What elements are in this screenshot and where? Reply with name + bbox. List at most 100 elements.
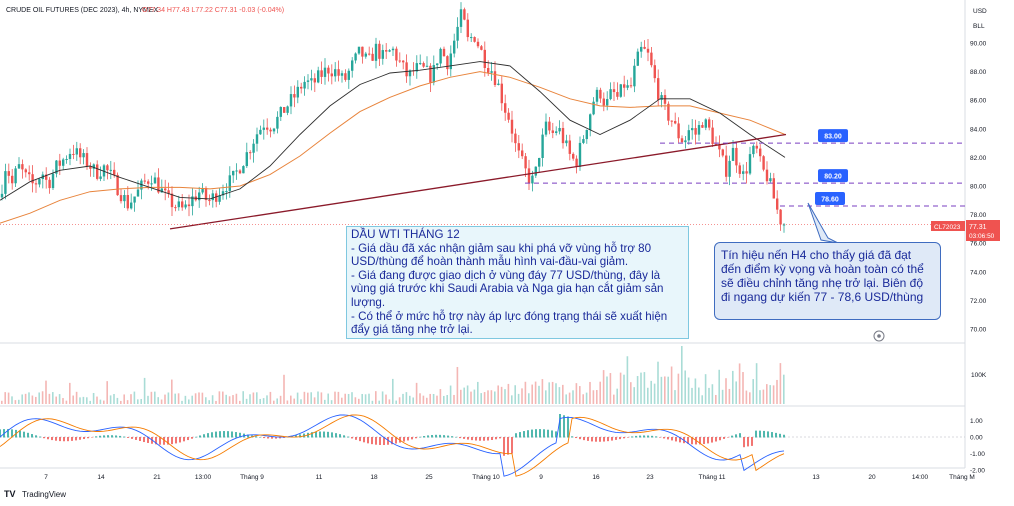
osc-histogram-bar <box>567 416 569 438</box>
volume-bar <box>667 376 669 404</box>
osc-histogram-bar <box>407 437 409 441</box>
volume-bar <box>426 397 428 404</box>
volume-bar <box>65 400 68 404</box>
volume-bar <box>494 391 496 404</box>
candle-body <box>765 169 769 182</box>
osc-histogram-bar <box>639 435 641 438</box>
osc-histogram-bar <box>67 437 69 442</box>
volume-bar <box>633 387 635 404</box>
volume-bar <box>487 390 489 404</box>
candle-body <box>245 152 248 167</box>
volume-bar <box>31 395 34 404</box>
osc-histogram-bar <box>651 435 653 438</box>
osc-histogram-bar <box>131 437 133 439</box>
osc-histogram-bar <box>199 435 201 438</box>
level-label-78-60: 78.60 <box>815 192 845 206</box>
osc-histogram-bar <box>783 434 785 438</box>
candle-body <box>11 175 14 184</box>
price-tick-label: 80.00 <box>970 184 987 191</box>
volume-bar <box>752 379 754 404</box>
oscillator-layer <box>0 414 965 477</box>
osc-histogram-bar <box>419 436 421 438</box>
candle-body <box>0 193 4 198</box>
volume-bar <box>317 391 319 404</box>
candle-body <box>85 153 89 167</box>
osc-histogram-bar <box>719 437 721 441</box>
osc-signal-line <box>0 414 785 477</box>
volume-bar <box>470 391 472 404</box>
volume-bar <box>228 396 231 404</box>
candle-body <box>742 171 745 174</box>
osc-histogram-bar <box>599 437 601 442</box>
candle-body <box>249 152 252 154</box>
osc-histogram-bar <box>103 435 105 438</box>
candle-body <box>646 48 650 53</box>
candle-body <box>714 143 718 145</box>
osc-tick-label: 0.00 <box>970 435 983 442</box>
volume-bar <box>324 399 326 404</box>
osc-macd-line <box>0 414 785 477</box>
volume-bar <box>48 393 51 404</box>
candle-body <box>446 56 449 70</box>
volume-bar <box>262 398 265 404</box>
candle-body <box>347 70 350 80</box>
osc-histogram-bar <box>451 436 453 438</box>
candle-body <box>582 139 585 143</box>
volume-bar <box>45 380 47 404</box>
osc-histogram-bar <box>691 437 693 445</box>
volume-bar <box>341 397 343 404</box>
volume-bar <box>358 398 360 404</box>
candle-body <box>14 168 17 184</box>
time-tick-label: 25 <box>425 474 433 481</box>
candle-body <box>262 127 265 130</box>
osc-histogram-bar <box>663 437 665 439</box>
svg-text:77.31: 77.31 <box>969 224 987 231</box>
candle-body <box>524 156 527 169</box>
volume-bar <box>103 400 105 404</box>
candle-body <box>782 224 786 226</box>
volume-bar <box>392 378 394 404</box>
candle-body <box>612 89 616 93</box>
settings-icon[interactable] <box>873 330 885 342</box>
level-label-80-20: 80.20 <box>818 169 848 183</box>
osc-histogram-bar <box>735 434 737 438</box>
candle-body <box>752 145 755 155</box>
candle-body <box>187 204 191 207</box>
candle-body <box>697 125 701 135</box>
volume-bar <box>252 392 255 404</box>
osc-histogram-bar <box>27 432 29 438</box>
candle-body <box>371 53 374 61</box>
volume-bar <box>303 391 306 404</box>
volume-bar <box>585 392 588 404</box>
osc-histogram-bar <box>535 429 537 438</box>
candle-body <box>28 172 31 175</box>
note-line-1: - Giá dầu đã xác nhận giảm sau khi phá v… <box>351 241 655 269</box>
osc-tick-label: -2.00 <box>970 468 985 475</box>
volume-bar <box>334 391 336 404</box>
svg-text:78.60: 78.60 <box>821 197 839 204</box>
candle-body <box>364 53 367 57</box>
volume-bar <box>330 400 333 404</box>
candle-body <box>300 86 303 89</box>
volume-bar <box>524 381 527 404</box>
volume-bar <box>99 399 102 404</box>
candle-body <box>130 202 133 209</box>
osc-histogram-bar <box>91 437 93 438</box>
osc-histogram-bar <box>471 437 473 441</box>
osc-histogram-bar <box>323 431 325 438</box>
volume-bar <box>364 394 367 404</box>
volume-bar <box>184 395 187 404</box>
volume-bar <box>721 389 724 404</box>
volume-bar <box>279 395 282 404</box>
volume-bar <box>296 392 299 404</box>
osc-histogram-bar <box>339 434 341 438</box>
volume-bar <box>551 381 554 404</box>
time-tick-label: 7 <box>44 474 48 481</box>
osc-histogram-bar <box>579 437 581 440</box>
volume-bar <box>123 394 125 404</box>
time-tick-label: 23 <box>646 474 654 481</box>
volume-bar <box>575 383 578 404</box>
candle-body <box>721 149 724 156</box>
osc-tick-label: 1.00 <box>970 418 983 425</box>
